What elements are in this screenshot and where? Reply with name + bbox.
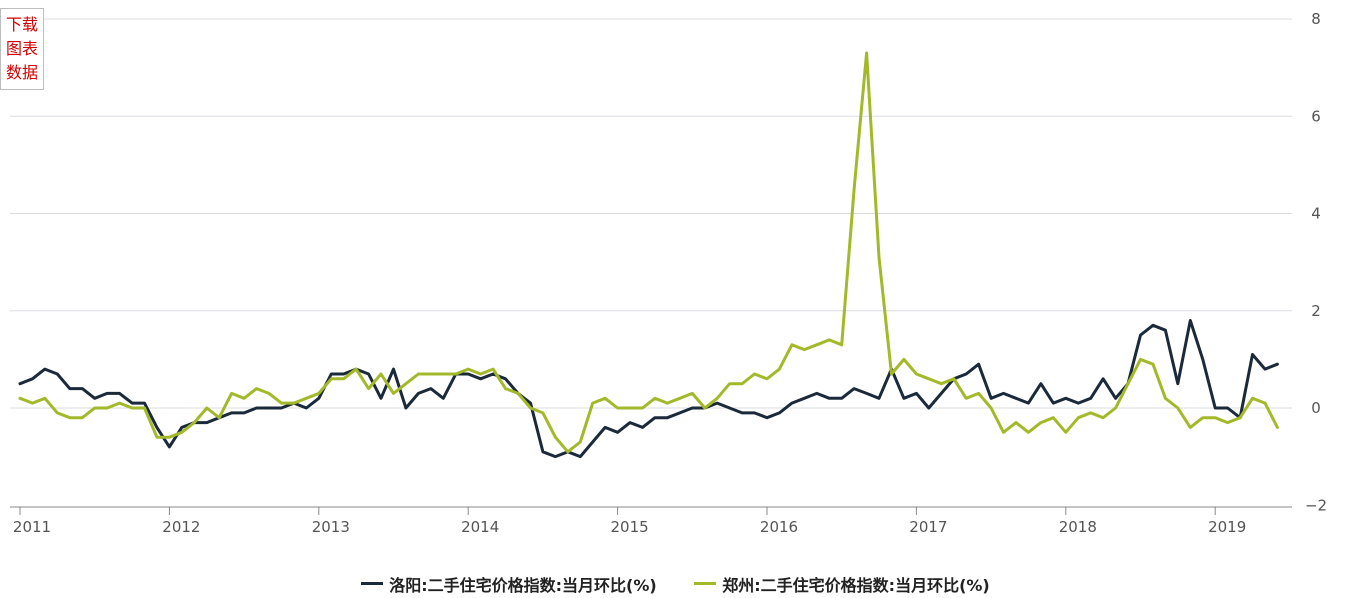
x-tick-label: 2015 [611,518,649,536]
download-label-line1: 下载 [5,15,38,34]
x-axis: 2011 2012 2013 2014 2015 2016 2017 2018 2019 [10,506,1292,536]
y-axis-ticks: 8 6 4 2 0 −2 [1305,10,1327,514]
download-label-line3: 数据 [5,63,38,82]
x-tick-label: 2012 [162,518,200,536]
legend-swatch-luoyang [361,582,384,585]
y-tick-label: −2 [1305,496,1327,514]
x-tick-label: 2011 [13,518,51,536]
x-tick-label: 2017 [909,518,947,536]
y-tick-label: 6 [1311,107,1321,125]
x-tick-label: 2019 [1208,518,1246,536]
x-tick-label: 2016 [760,518,798,536]
x-tick-label: 2014 [461,518,499,536]
legend-item-zhengzhou[interactable]: 郑州:二手住宅价格指数:当月环比(%) [694,572,990,596]
series-line-luoyang [18,319,1279,459]
y-tick-label: 8 [1311,10,1321,28]
legend-label-luoyang: 洛阳:二手住宅价格指数:当月环比(%) [389,575,657,595]
download-label-line2: 图表 [5,39,38,58]
grid-lines [10,18,1292,409]
legend-item-luoyang[interactable]: 洛阳:二手住宅价格指数:当月环比(%) [361,572,657,596]
series-line-zhengzhou [18,51,1279,454]
chart-legend: 洛阳:二手住宅价格指数:当月环比(%) 郑州:二手住宅价格指数:当月环比(%) [0,570,1351,596]
legend-label-zhengzhou: 郑州:二手住宅价格指数:当月环比(%) [722,575,990,595]
x-tick-label: 2013 [312,518,350,536]
series-lines [18,51,1279,459]
legend-swatch-zhengzhou [694,582,717,585]
download-chart-data-button[interactable]: 下载 图表 数据 [0,8,44,90]
y-tick-label: 0 [1311,399,1321,417]
y-tick-label: 4 [1311,205,1321,223]
x-tick-label: 2018 [1059,518,1097,536]
y-tick-label: 2 [1311,302,1321,320]
